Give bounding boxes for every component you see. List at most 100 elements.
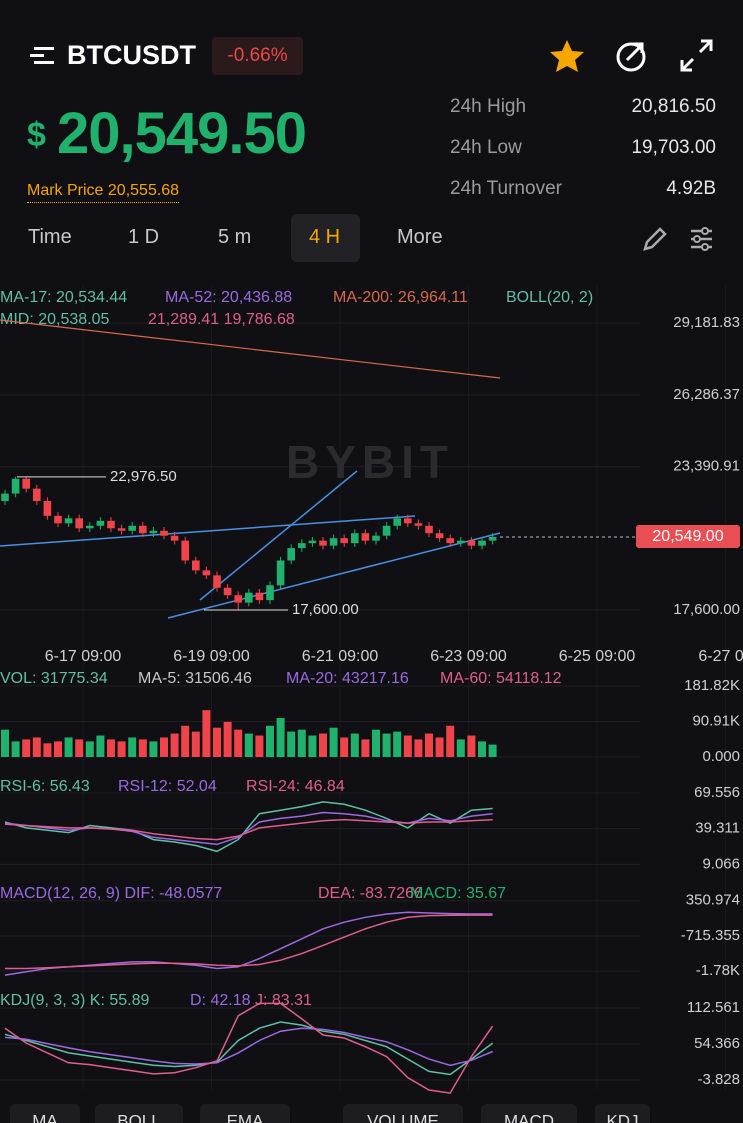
indicator-tab-label[interactable]: EMA [227, 1111, 265, 1123]
trend-line [199, 470, 358, 601]
candle-body [160, 530, 168, 536]
share-icon[interactable] [613, 38, 649, 74]
volume-bar [128, 737, 137, 757]
volume-bar [435, 737, 444, 757]
legend-entry: KDJ(9, 3, 3) K: 55.89 [0, 992, 150, 1009]
candle-body [435, 533, 444, 539]
legend-entry: MA-17: 20,534.44 [0, 289, 127, 306]
volume-bar [223, 721, 232, 757]
indicator-tab-label[interactable]: KDJ [606, 1111, 638, 1123]
volume-bar [117, 741, 126, 757]
candle-body [361, 533, 370, 541]
candle-body [425, 525, 433, 534]
candle-body [75, 518, 83, 529]
legend-entry: MA-60: 54118.12 [440, 670, 562, 687]
volume-bar [425, 733, 433, 757]
candle-body [298, 543, 306, 549]
y-tick-label: 23,390.91 [673, 458, 740, 475]
y-tick-label: 112.561 [687, 999, 740, 1016]
mark-price[interactable]: Mark Price 20,555.68 [27, 182, 180, 203]
tab-highlight [291, 214, 360, 262]
indicator-tab-label[interactable]: MA [32, 1111, 58, 1123]
interval-tab[interactable]: 4 H [309, 226, 341, 248]
trend-line [0, 319, 501, 379]
stat-value: 4.92B [666, 178, 716, 199]
volume-bar [64, 737, 73, 757]
volume-bar [255, 735, 264, 757]
settings-icon[interactable] [688, 225, 716, 253]
legend-entry: RSI-24: 46.84 [246, 778, 345, 795]
symbol[interactable]: BTCUSDT [67, 40, 196, 70]
y-tick-label: -3.828 [697, 1071, 740, 1088]
volume-bar [181, 725, 190, 757]
legend-entry: MA-20: 43217.16 [286, 670, 409, 687]
y-tick-label: 69.556 [694, 784, 740, 801]
indicator-tab [10, 1104, 80, 1123]
indicator-tab-label[interactable]: BOLL [117, 1111, 160, 1123]
legend-entry: RSI-6: 56.43 [0, 778, 90, 795]
volume-bar [287, 731, 296, 757]
volume-bar [170, 733, 179, 757]
candle-body [22, 478, 30, 489]
volume-bar [1, 729, 9, 757]
legend-entry: MID: 20,538.05 [0, 311, 110, 328]
legend-entry: RSI-12: 52.04 [118, 778, 217, 795]
watermark: BYBIT [286, 436, 454, 488]
y-tick-label: 17,600.00 [673, 601, 740, 618]
volume-bar [96, 735, 105, 757]
legend-entry: MA-5: 31506.46 [138, 670, 252, 687]
candle-body [64, 518, 73, 524]
candle-body [255, 592, 264, 601]
candle-body [149, 530, 158, 534]
volume-bar [11, 741, 20, 757]
favorite-icon[interactable] [548, 38, 586, 74]
volume-bar [372, 729, 380, 757]
candle-body [446, 538, 454, 544]
candle-body [276, 560, 285, 586]
candle-body [467, 540, 476, 546]
candle-body [192, 560, 200, 571]
x-tick-label: 6-23 09:00 [430, 648, 507, 665]
candle-body [107, 520, 115, 529]
last-price: 20,549.50 [57, 101, 307, 166]
volume-bar [138, 739, 147, 757]
candle-body [11, 478, 20, 494]
candle-body [329, 538, 338, 546]
y-tick-label: -1.78K [696, 962, 740, 979]
draw-icon[interactable] [641, 225, 669, 253]
currency: $ [27, 116, 46, 154]
fullscreen-icon[interactable] [679, 38, 715, 74]
indicator-tab-label[interactable]: MACD [504, 1111, 554, 1123]
interval-tab[interactable]: 5 m [218, 226, 252, 248]
low-label: 17,600.00 [292, 601, 359, 618]
candle-body [287, 548, 295, 561]
volume-bar [244, 733, 253, 757]
legend-entry: D: 42.18 [190, 992, 251, 1009]
interval-tab[interactable]: Time [28, 226, 72, 248]
candle-body [372, 535, 380, 541]
candle-body [478, 540, 486, 546]
stat-value: 19,703.00 [631, 137, 716, 158]
volume-bar [340, 737, 349, 757]
volume-bar [75, 739, 84, 757]
candle-body [170, 535, 179, 541]
volume-bar [107, 739, 115, 757]
volume-bar [54, 741, 62, 757]
stat-label: 24h Low [450, 137, 522, 158]
y-tick-label: 39.311 [695, 820, 740, 837]
volume-bar [266, 725, 274, 757]
indicator-line [4, 1021, 494, 1076]
volume-bar [32, 737, 41, 757]
volume-bar [22, 739, 31, 757]
candle-body [488, 536, 497, 541]
interval-tab[interactable]: More [397, 226, 443, 248]
stat-label: 24h High [450, 96, 527, 117]
y-tick-label: 0.000 [702, 748, 740, 765]
interval-tab[interactable]: 1 D [128, 226, 160, 248]
menu-icon[interactable] [30, 44, 56, 66]
y-tick-label: 26,286.37 [673, 386, 740, 403]
indicator-line [4, 1027, 493, 1067]
indicator-tab-label[interactable]: VOLUME [367, 1111, 439, 1123]
indicator-line [5, 914, 493, 970]
